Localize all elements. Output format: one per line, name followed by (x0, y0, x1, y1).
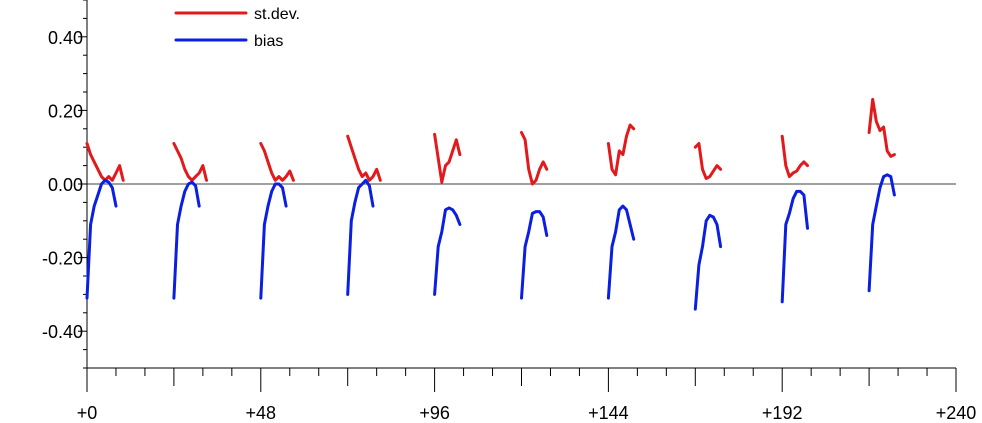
bias-line-segment (693, 213, 723, 311)
x-tick-label: +192 (762, 403, 803, 423)
stdev-line-segment (606, 123, 636, 177)
bias-line-segment (780, 189, 809, 304)
x-axis-ticks: +0 +48 +96 +144 +192 +240 (77, 368, 977, 423)
bias-line-segment (85, 178, 118, 300)
series-bias (85, 173, 896, 311)
stdev-line-segment (433, 132, 462, 184)
stdev-line-segment (172, 142, 208, 182)
y-tick-label: 0.20 (48, 101, 83, 121)
stdev-line-segment (85, 142, 125, 182)
x-tick-label: +48 (246, 403, 277, 423)
x-tick-label: +240 (936, 403, 977, 423)
stdev-line-segment (780, 134, 809, 179)
series-layer (85, 97, 896, 311)
y-axis-ticks: -0.40 -0.20 0.00 0.20 0.40 (42, 0, 87, 369)
x-tick-label: +96 (419, 403, 450, 423)
legend-label-stdev: st.dev. (254, 6, 300, 23)
stdev-line-segment (520, 131, 549, 186)
x-tick-label: +144 (588, 403, 629, 423)
series-stdev (85, 97, 896, 186)
y-tick-label: 0.40 (48, 28, 83, 48)
bias-line-segment (606, 204, 636, 300)
y-tick-label: -0.20 (42, 249, 83, 269)
bias-line-segment (520, 210, 549, 300)
bias-line-segment (346, 178, 375, 296)
stdev-line-segment (259, 142, 295, 182)
legend-label-bias: bias (254, 33, 283, 50)
stdev-line-segment (346, 134, 382, 182)
stdev-line-segment (693, 142, 723, 180)
stdev-line-segment (867, 97, 896, 158)
legend: st.dev. bias (174, 6, 300, 50)
bias-line-segment (172, 180, 201, 300)
x-tick-label: +0 (77, 403, 98, 423)
bias-line-segment (867, 173, 896, 293)
bias-line-segment (433, 206, 462, 296)
y-tick-label: -0.40 (42, 322, 83, 342)
bias-line-segment (259, 182, 288, 300)
y-tick-label: 0.00 (48, 175, 83, 195)
